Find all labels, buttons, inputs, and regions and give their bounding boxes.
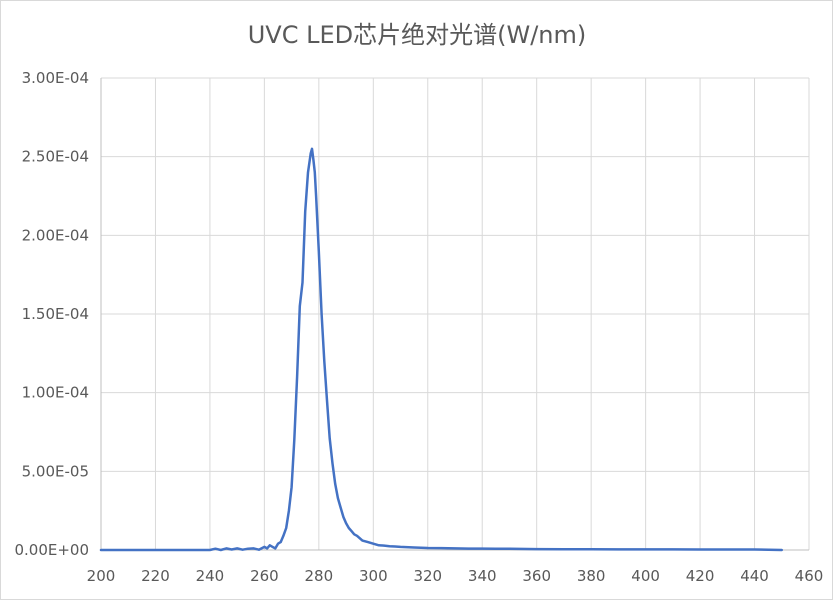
y-tick-label: 3.00E-04	[22, 69, 89, 87]
x-tick-label: 220	[141, 567, 170, 585]
x-tick-label: 460	[795, 567, 824, 585]
y-tick-label: 5.00E-05	[22, 462, 89, 480]
y-tick-labels: 0.00E+00 5.00E-05 1.00E-04 1.50E-04 2.00E-04…	[14, 69, 89, 559]
x-tick-label: 440	[740, 567, 769, 585]
y-tick-label: 1.50E-04	[22, 305, 89, 323]
series-layer	[99, 147, 784, 552]
x-tick-label: 300	[359, 567, 388, 585]
x-tick-label: 340	[468, 567, 497, 585]
grid-layer	[101, 77, 810, 550]
x-tick-label: 200	[87, 567, 116, 585]
x-tick-label: 280	[305, 567, 334, 585]
y-tick-label: 2.00E-04	[22, 226, 89, 244]
x-tick-label: 400	[631, 567, 660, 585]
x-tick-labels: 200 220 240 260 280 300 320 340 360 380 400 420 440 4…	[87, 567, 824, 585]
y-tick-label: 1.00E-04	[22, 384, 89, 402]
spectrum-series-line	[99, 147, 784, 552]
x-tick-label: 380	[577, 567, 606, 585]
chart-title: UVC LED芯片绝对光谱(W/nm)	[248, 21, 587, 49]
y-tick-label: 2.50E-04	[22, 148, 89, 166]
x-tick-label: 260	[250, 567, 279, 585]
y-tick-label: 0.00E+00	[14, 541, 89, 559]
x-tick-label: 420	[686, 567, 715, 585]
x-tick-label: 360	[522, 567, 551, 585]
x-tick-label: 320	[413, 567, 442, 585]
x-tick-label: 240	[196, 567, 225, 585]
